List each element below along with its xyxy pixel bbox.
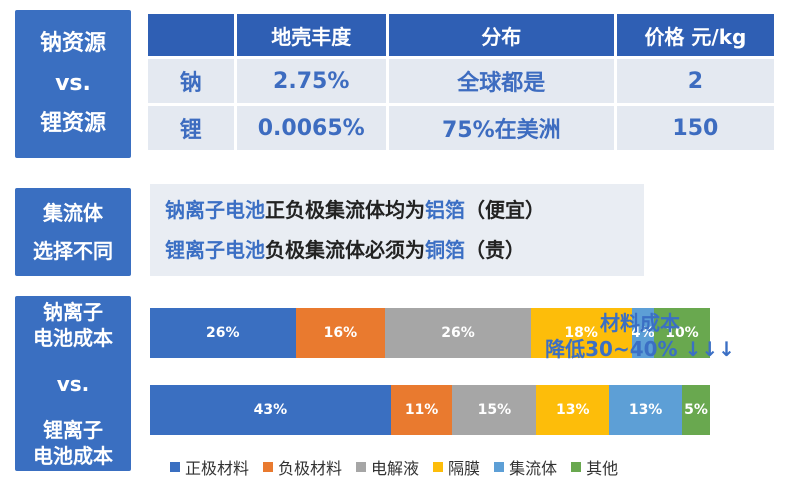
sodium-cost-bar: 26% 16% 26% 18% 4% 10% (150, 308, 710, 358)
table-cell: 150 (616, 106, 774, 150)
bar-segment-隔膜: 13% (536, 385, 610, 435)
foil-type: 铝箔 (425, 198, 465, 222)
legend-swatch (494, 462, 505, 472)
legend-label: 其他 (586, 459, 619, 478)
table-cell: 锂 (148, 106, 234, 150)
side-label-cost: 钠离子 电池成本 vs. 锂离子 电池成本 (15, 296, 131, 471)
table-header-cell: 分布 (388, 14, 614, 56)
table-header-row: 地壳丰度 分布 价格 元/kg (148, 14, 774, 56)
side-text: 选择不同 (33, 239, 113, 263)
battery-type: 锂离子电池 (165, 238, 265, 262)
legend-swatch (571, 462, 582, 472)
bar-segment-电解液: 15% (452, 385, 537, 435)
side-text: 锂资源 (39, 111, 106, 136)
legend-swatch (433, 462, 444, 472)
legend-item: 其他 (571, 455, 618, 479)
side-text: 钠资源 (39, 31, 106, 56)
cost-note: （贵） (465, 238, 525, 262)
cost-reduction-note: 材料成本 降低30~40% ↓↓↓ (530, 310, 750, 362)
side-text: 钠离子 (43, 299, 103, 324)
table-row: 钠 2.75% 全球都是 2 (148, 59, 774, 103)
table-header-cell: 地壳丰度 (236, 14, 386, 56)
legend-swatch (356, 462, 367, 472)
side-text: 集流体 (43, 201, 103, 225)
side-text: 电池成本 (33, 325, 113, 350)
side-label-collector: 集流体 选择不同 (15, 188, 131, 276)
table-cell: 2.75% (236, 59, 386, 103)
bar-segment-隔膜: 18% (530, 308, 632, 358)
resource-table: 地壳丰度 分布 价格 元/kg 钠 2.75% 全球都是 2 锂 0.0065%… (148, 14, 774, 153)
side-label-resources: 钠资源 vs. 锂资源 (15, 10, 131, 158)
collector-text: 负极集流体必须为 (265, 238, 425, 262)
bar-segment-电解液: 26% (385, 308, 531, 358)
collector-line: 钠离子电池正负极集流体均为铝箔（便宜） (165, 194, 545, 223)
legend-label: 负极材料 (278, 459, 343, 478)
bar-segment-其他: 10% (653, 308, 710, 358)
bar-segment-负极材料: 16% (295, 308, 386, 358)
legend-swatch (170, 462, 180, 472)
legend-label: 隔膜 (448, 459, 481, 478)
bar-segment-集流体: 13% (609, 385, 682, 435)
legend-item: 电解液 (356, 455, 419, 479)
legend-label: 正极材料 (185, 459, 250, 478)
bar-segment-负极材料: 11% (390, 385, 453, 435)
legend-label: 集流体 (509, 459, 558, 478)
battery-type: 钠离子电池 (165, 198, 265, 222)
bar-segment-正极材料: 26% (150, 308, 296, 358)
table-cell: 2 (616, 59, 774, 103)
lithium-cost-bar: 43% 11% 15% 13% 13% 5% (150, 385, 710, 435)
table-cell: 0.0065% (236, 106, 386, 150)
bar-segment-集流体: 4% (631, 308, 654, 358)
chart-legend: 正极材料 负极材料 电解液 隔膜 集流体 其他 (170, 455, 618, 479)
note-line: 降低30~40% ↓↓↓ (545, 337, 735, 361)
collector-line: 锂离子电池负极集流体必须为铜箔（贵） (165, 234, 525, 263)
legend-item: 正极材料 (170, 455, 249, 479)
table-header-cell: 价格 元/kg (616, 14, 774, 56)
table-row: 锂 0.0065% 75%在美洲 150 (148, 106, 774, 150)
legend-item: 负极材料 (263, 455, 342, 479)
side-text: vs. (55, 71, 91, 96)
table-header-cell (148, 14, 234, 56)
table-cell: 钠 (148, 59, 234, 103)
side-text: vs. (56, 371, 90, 396)
table-cell: 全球都是 (388, 59, 614, 103)
cost-note: （便宜） (465, 198, 545, 222)
legend-item: 集流体 (494, 455, 557, 479)
legend-swatch (263, 462, 274, 472)
table-cell: 75%在美洲 (388, 106, 614, 150)
side-text: 电池成本 (33, 443, 113, 468)
bar-segment-正极材料: 43% (150, 385, 391, 435)
bar-segment-其他: 5% (681, 385, 710, 435)
legend-label: 电解液 (371, 459, 420, 478)
collector-panel: 钠离子电池正负极集流体均为铝箔（便宜） 锂离子电池负极集流体必须为铜箔（贵） (150, 184, 644, 276)
foil-type: 铜箔 (425, 238, 465, 262)
side-text: 锂离子 (43, 417, 103, 442)
note-line: 材料成本 (600, 311, 680, 335)
collector-text: 正负极集流体均为 (265, 198, 425, 222)
legend-item: 隔膜 (433, 455, 480, 479)
